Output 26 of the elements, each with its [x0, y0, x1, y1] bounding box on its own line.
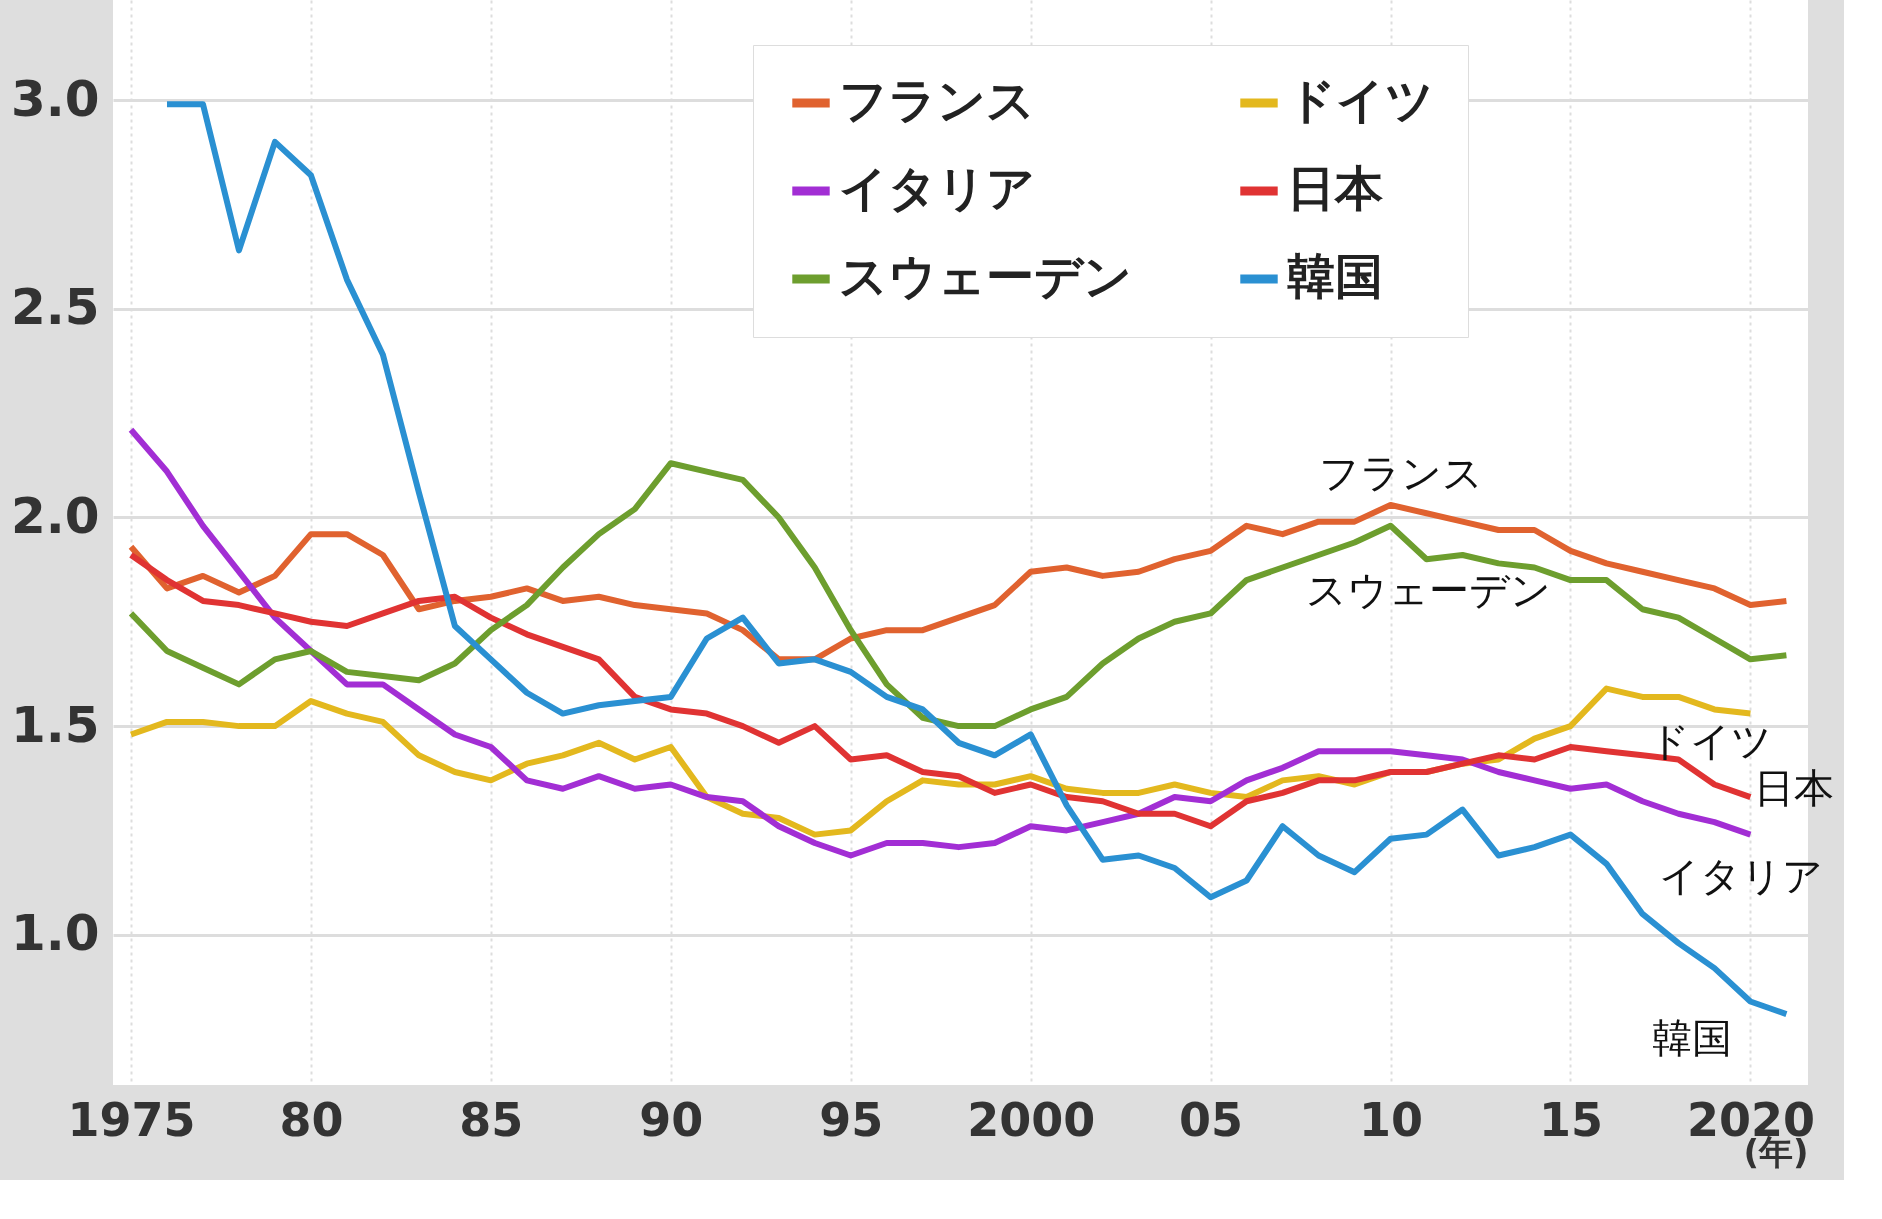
- annotation: 韓国: [1651, 1015, 1732, 1061]
- legend-label: 韓国: [1287, 248, 1383, 304]
- legend-label: フランス: [839, 72, 1035, 128]
- y-tick-label: 3.0: [10, 69, 100, 128]
- annotation: ドイツ: [1648, 718, 1772, 764]
- annotation: 日本: [1753, 765, 1834, 811]
- x-tick-label: 05: [1179, 1092, 1244, 1147]
- x-tick-label: 95: [819, 1092, 884, 1147]
- x-tick-label: 10: [1359, 1092, 1424, 1147]
- x-tick-label: 15: [1538, 1092, 1603, 1147]
- legend-label: 日本: [1287, 160, 1383, 216]
- legend-label: ドイツ: [1287, 72, 1434, 128]
- y-tick-label: 1.5: [10, 695, 100, 754]
- x-tick-label: 85: [459, 1092, 524, 1147]
- legend-label: イタリア: [839, 160, 1035, 216]
- y-tick-label: 1.0: [10, 904, 100, 963]
- annotation: フランス: [1318, 450, 1483, 496]
- x-tick-label: 80: [279, 1092, 344, 1147]
- x-tick-label: 2000: [967, 1092, 1096, 1147]
- annotation: イタリア: [1658, 853, 1823, 899]
- annotation: スウェーデン: [1305, 567, 1551, 613]
- x-tick-label: 90: [639, 1092, 704, 1147]
- y-tick-label: 2.5: [10, 278, 100, 337]
- x-tick-label: 1975: [67, 1092, 196, 1147]
- legend-label: スウェーデン: [839, 248, 1132, 304]
- y-tick-label: 2.0: [10, 486, 100, 545]
